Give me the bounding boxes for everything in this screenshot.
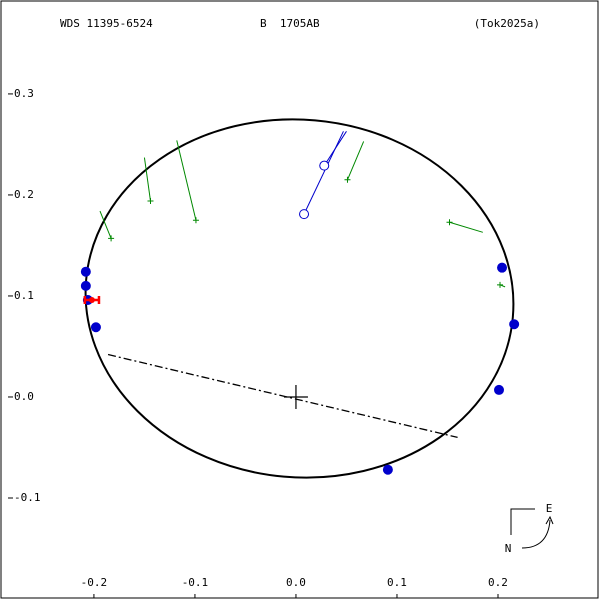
compass-axes [510,508,535,535]
chart-title: WDS 11395-6524 [60,17,153,30]
compass-north: N [505,542,512,555]
y-tick-label: -0.1 [14,491,41,504]
speckle-point [80,266,91,277]
chart-subtitle: B 1705AB [260,17,320,30]
y-tick-label: 0.1 [14,289,34,302]
x-tick-label: -0.2 [81,576,108,589]
micrometric-residual [347,141,365,180]
x-tick-label: 0.0 [286,576,306,589]
open-residual [303,131,344,215]
micrometric-point [108,235,115,242]
recent-point [88,297,95,303]
open-point [299,209,310,220]
line-of-nodes [107,353,458,439]
y-tick-label: 0.0 [14,390,34,403]
micrometric-residual [176,140,197,221]
micrometric-point [192,217,199,224]
x-tick-label: 0.1 [387,576,407,589]
speckle-point [382,464,393,475]
y-tick-label: 0.3 [14,87,34,100]
x-tick-label: -0.1 [182,576,209,589]
micrometric-residual [99,210,112,239]
speckle-point [80,280,91,291]
x-tick-label: 0.2 [488,576,508,589]
y-tick-label: 0.2 [14,188,34,201]
compass-arrow [521,519,551,549]
primary-star [283,384,308,409]
orbit [84,118,515,479]
open-point [319,160,330,171]
speckle-point [90,322,101,333]
micrometric-point [344,176,351,183]
speckle-point [497,262,508,273]
compass: E N [505,502,554,555]
micrometric-point [497,281,504,288]
micrometric-point [446,219,453,226]
compass-arrowhead [545,515,554,525]
micrometric-point [147,198,154,205]
reference: (Tok2025a) [474,17,540,30]
micrometric-residual [449,221,483,233]
open-residual [323,131,347,166]
speckle-point [509,319,520,330]
speckle-point [494,384,505,395]
compass-east: E [546,502,553,515]
micrometric-residual [143,157,151,202]
